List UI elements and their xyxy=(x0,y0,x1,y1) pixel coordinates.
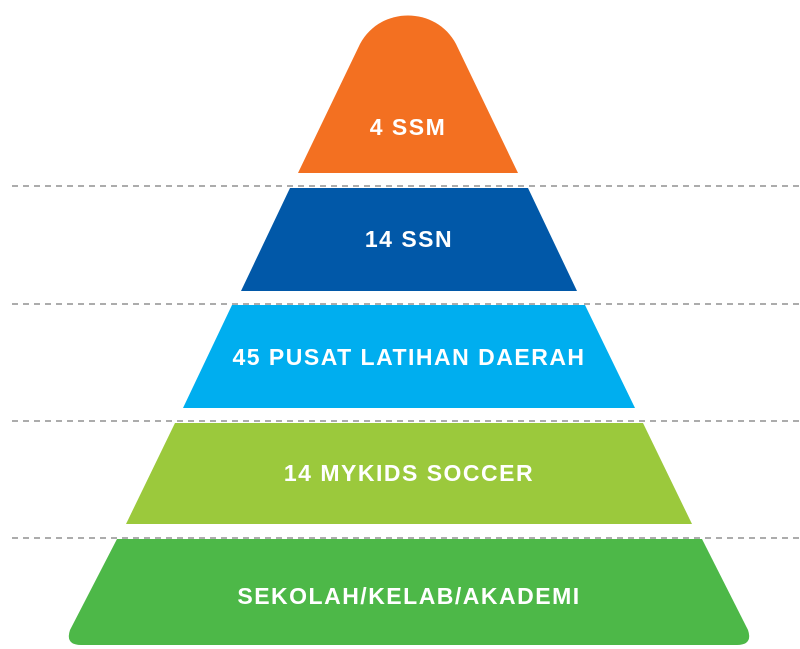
pyramid-level xyxy=(298,15,518,173)
pyramid-level xyxy=(68,539,750,645)
pyramid-level xyxy=(241,188,577,291)
level-label: 45 PUSAT LATIHAN DAERAH xyxy=(232,344,585,370)
level-label: 14 MYKIDS SOCCER xyxy=(284,460,534,486)
level-label: SEKOLAH/KELAB/AKADEMI xyxy=(237,583,580,609)
level-label: 14 SSN xyxy=(365,226,453,252)
level-label: 4 SSM xyxy=(370,114,447,140)
pyramid-level xyxy=(126,423,692,524)
pyramid-level xyxy=(183,305,635,408)
